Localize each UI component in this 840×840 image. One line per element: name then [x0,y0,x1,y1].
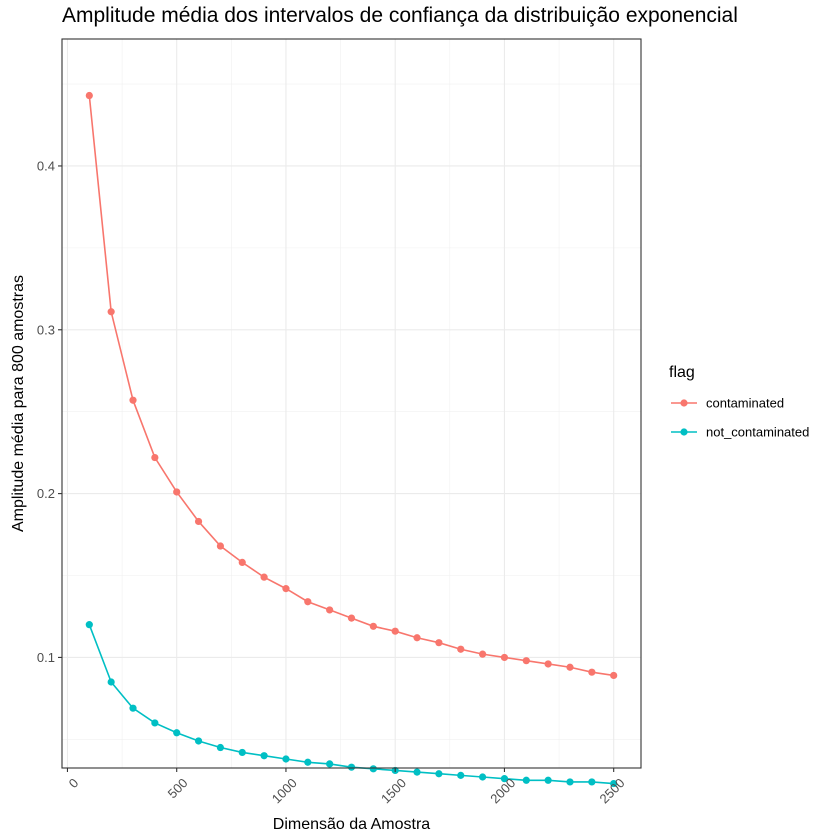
data-point-not_contaminated [544,776,552,784]
legend-label: not_contaminated [706,425,809,440]
x-tick-label: 2500 [597,775,628,806]
data-point-not_contaminated [85,621,93,629]
plot-border [61,38,642,769]
data-point-not_contaminated [347,763,356,771]
data-point-contaminated [522,657,530,665]
data-point-contaminated [544,660,552,668]
data-point-contaminated [282,585,290,593]
data-point-contaminated [347,614,356,622]
x-tick-label: 0 [66,775,82,791]
y-tick-label: 0.3 [37,322,55,337]
data-point-contaminated [500,653,509,662]
data-point-not_contaminated [326,760,334,768]
series-contaminated [85,91,618,680]
data-point-contaminated [194,517,203,526]
data-point-not_contaminated [194,737,203,745]
data-point-contaminated [304,598,312,606]
data-point-not_contaminated [566,778,574,786]
y-tick-label: 0.2 [37,486,55,501]
data-point-not_contaminated [129,704,137,712]
data-point-not_contaminated [500,775,509,783]
data-point-contaminated [107,308,115,316]
data-point-not_contaminated [435,770,443,778]
data-point-not_contaminated [173,729,181,737]
data-point-contaminated [216,542,225,550]
axis-ticks [58,165,615,772]
legend-key-point [680,428,688,436]
data-point-not_contaminated [588,778,596,786]
data-point-not_contaminated [260,752,268,760]
data-point-contaminated [326,606,334,614]
data-point-contaminated [566,663,574,671]
data-point-not_contaminated [610,779,618,788]
y-axis-title: Amplitude média para 800 amostras [10,275,27,532]
data-point-not_contaminated [282,755,290,763]
data-point-not_contaminated [478,773,487,781]
data-point-contaminated [391,627,399,635]
legend-title: flag [669,364,695,381]
data-point-contaminated [588,668,596,676]
data-point-contaminated [478,650,487,658]
data-point-contaminated [610,671,618,680]
y-tick-label: 0.1 [37,650,55,665]
legend: flag contaminated not_contaminated [669,364,809,440]
data-point-not_contaminated [522,776,530,784]
data-point-not_contaminated [216,743,225,752]
data-point-contaminated [173,488,181,496]
chart-title: Amplitude média dos intervalos de confia… [62,4,738,27]
data-point-not_contaminated [304,758,312,766]
data-point-not_contaminated [151,719,159,727]
x-tick-label: 1500 [378,775,409,806]
legend-label: contaminated [706,396,784,411]
data-point-not_contaminated [107,678,115,686]
data-point-contaminated [151,453,159,462]
data-point-contaminated [85,91,93,100]
legend-item-contaminated: contaminated [671,396,784,411]
legend-item-not_contaminated: not_contaminated [671,425,809,440]
x-axis-title: Dimensão da Amostra [273,816,431,833]
data-point-contaminated [129,396,137,404]
data-point-not_contaminated [413,768,421,776]
data-point-contaminated [413,634,421,642]
plot-panel [62,39,641,768]
data-point-contaminated [238,558,246,567]
data-point-not_contaminated [238,748,246,757]
data-point-contaminated [435,639,443,647]
series-layer [85,91,618,788]
legend-key-point [680,399,688,407]
x-tick-label: 500 [165,775,191,801]
data-point-contaminated [260,573,268,581]
y-tick-label: 0.4 [37,158,55,173]
data-point-contaminated [457,645,465,653]
grid-major-lines [62,39,641,768]
data-point-not_contaminated [369,765,377,773]
data-point-contaminated [369,622,377,630]
x-tick-label: 1000 [269,775,300,806]
series-not_contaminated [85,621,618,788]
data-point-not_contaminated [457,771,465,779]
